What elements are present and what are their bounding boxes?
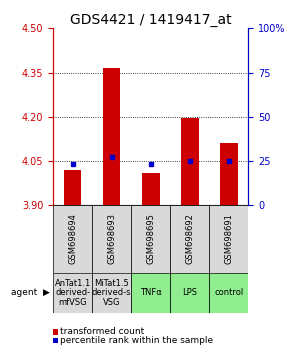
Bar — [131, 273, 170, 313]
Bar — [64, 170, 82, 205]
Bar — [209, 273, 248, 313]
Text: LPS: LPS — [182, 289, 197, 297]
Text: GSM698691: GSM698691 — [225, 213, 233, 264]
Text: MiTat1.5
derived-s
VSG: MiTat1.5 derived-s VSG — [92, 279, 132, 307]
Bar — [53, 273, 92, 313]
Text: GSM698693: GSM698693 — [107, 213, 116, 264]
Bar — [92, 273, 131, 313]
Text: transformed count: transformed count — [60, 327, 144, 336]
Text: agent  ▶: agent ▶ — [11, 289, 50, 297]
Bar — [53, 205, 92, 273]
Bar — [209, 205, 248, 273]
Text: GSM698695: GSM698695 — [146, 213, 155, 264]
Title: GDS4421 / 1419417_at: GDS4421 / 1419417_at — [70, 13, 231, 27]
Bar — [92, 205, 131, 273]
Text: AnTat1.1
derived-
mfVSG: AnTat1.1 derived- mfVSG — [55, 279, 91, 307]
Text: control: control — [214, 289, 244, 297]
Bar — [181, 118, 199, 205]
Bar — [131, 205, 170, 273]
Bar — [103, 68, 121, 205]
Text: GSM698692: GSM698692 — [185, 213, 194, 264]
Text: percentile rank within the sample: percentile rank within the sample — [60, 336, 213, 345]
Bar — [220, 143, 238, 205]
Text: GSM698694: GSM698694 — [68, 213, 77, 264]
Bar — [142, 173, 160, 205]
Text: TNFα: TNFα — [140, 289, 161, 297]
Bar — [170, 205, 209, 273]
Bar — [170, 273, 209, 313]
